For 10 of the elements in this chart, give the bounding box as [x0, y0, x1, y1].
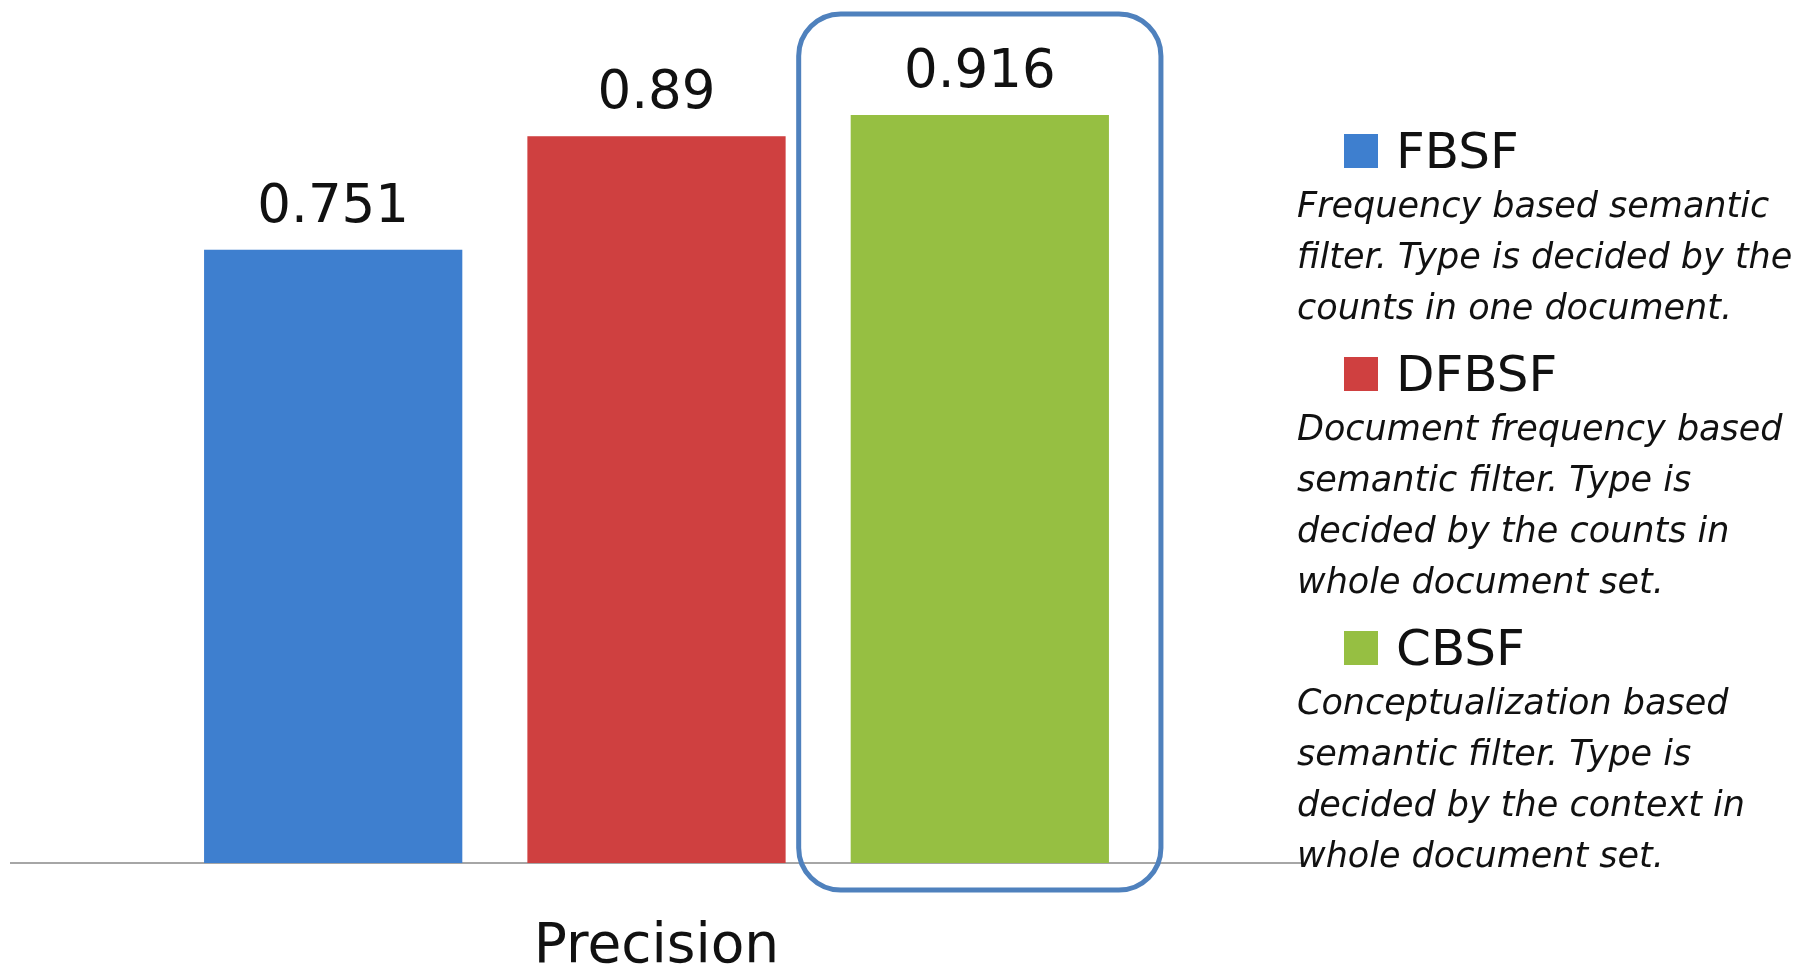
legend-label: FBSF [1396, 122, 1519, 180]
annotation: Document frequency based semantic filter. Type is decided by the counts in whole document set. [1297, 407, 1784, 603]
data-label: 0.916 [903, 38, 1056, 99]
legend-label: CBSF [1396, 619, 1525, 677]
annotation: Frequency based semantic filter. Type is decided by the counts in one document. [1297, 184, 1794, 329]
data-label: 0.89 [597, 59, 716, 121]
annotation: Conceptualization based semantic filter. Type is decided by the context in whole document set. [1297, 681, 1746, 877]
data-label: 0.751 [257, 172, 410, 234]
x-axis-title: Precision [533, 911, 780, 970]
legend-label: DFBSF [1396, 345, 1558, 403]
